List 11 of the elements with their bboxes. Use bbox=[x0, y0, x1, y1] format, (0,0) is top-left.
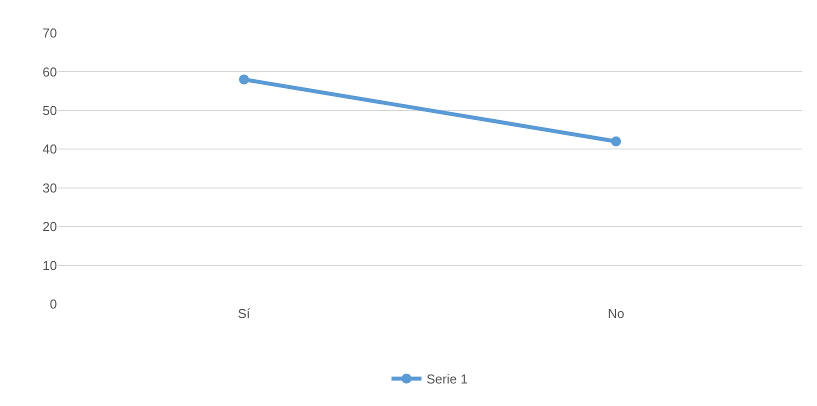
y-tick-label: 50 bbox=[42, 102, 57, 118]
y-tick-label: 30 bbox=[42, 180, 57, 196]
y-tick-label: 0 bbox=[50, 296, 57, 312]
y-tick-label: 10 bbox=[42, 258, 57, 273]
x-tick-label: Sí bbox=[238, 306, 251, 321]
y-tick-label: 20 bbox=[42, 219, 57, 234]
y-tick-label: 70 bbox=[42, 26, 57, 41]
legend-label: Serie 1 bbox=[426, 372, 468, 387]
y-tick-label: 40 bbox=[42, 142, 57, 157]
y-tick-label: 60 bbox=[42, 64, 57, 80]
x-tick-label: No bbox=[608, 306, 624, 321]
